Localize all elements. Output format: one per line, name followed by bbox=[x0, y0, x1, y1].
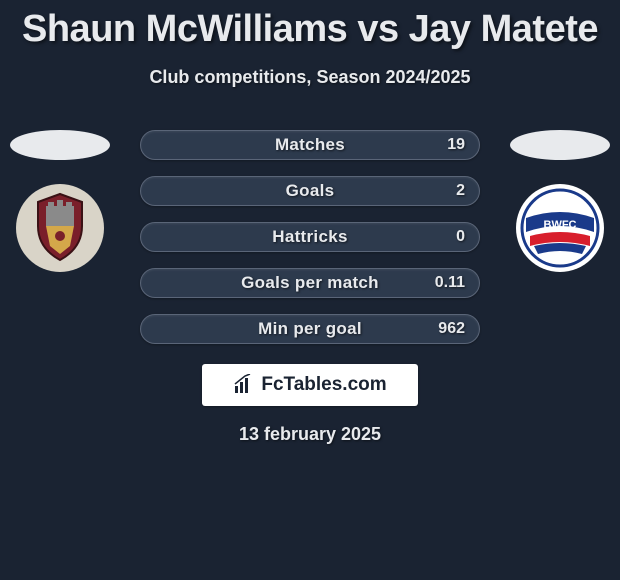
stat-value: 0 bbox=[456, 228, 465, 246]
stat-row-matches: Matches 19 bbox=[140, 130, 480, 160]
stat-row-min-per-goal: Min per goal 962 bbox=[140, 314, 480, 344]
bar-chart-icon bbox=[233, 374, 255, 396]
club-badge-right: BWFC bbox=[516, 184, 604, 272]
subtitle: Club competitions, Season 2024/2025 bbox=[0, 67, 620, 88]
stats-bars: Matches 19 Goals 2 Hattricks 0 Goals per… bbox=[140, 130, 480, 344]
stat-label: Goals bbox=[286, 181, 335, 201]
club-badge-left bbox=[16, 184, 104, 272]
page-title: Shaun McWilliams vs Jay Matete bbox=[0, 0, 620, 51]
player-pill-right bbox=[510, 130, 610, 160]
stat-label: Matches bbox=[275, 135, 345, 155]
shield-crest-icon bbox=[20, 188, 100, 268]
date-text: 13 february 2025 bbox=[0, 424, 620, 445]
stat-value: 962 bbox=[438, 320, 465, 338]
stat-row-goals-per-match: Goals per match 0.11 bbox=[140, 268, 480, 298]
stat-label: Min per goal bbox=[258, 319, 362, 339]
stat-value: 19 bbox=[447, 136, 465, 154]
stat-label: Goals per match bbox=[241, 273, 379, 293]
stat-value: 0.11 bbox=[435, 274, 465, 292]
svg-text:BWFC: BWFC bbox=[544, 219, 577, 231]
stat-value: 2 bbox=[456, 182, 465, 200]
stat-row-hattricks: Hattricks 0 bbox=[140, 222, 480, 252]
stats-section: BWFC Matches 19 Goals 2 Hattricks 0 Goal… bbox=[0, 130, 620, 445]
stat-label: Hattricks bbox=[272, 227, 347, 247]
ribbon-crest-icon: BWFC bbox=[520, 188, 600, 268]
brand-box: FcTables.com bbox=[202, 364, 418, 406]
player-pill-left bbox=[10, 130, 110, 160]
stat-row-goals: Goals 2 bbox=[140, 176, 480, 206]
brand-text: FcTables.com bbox=[261, 374, 386, 396]
